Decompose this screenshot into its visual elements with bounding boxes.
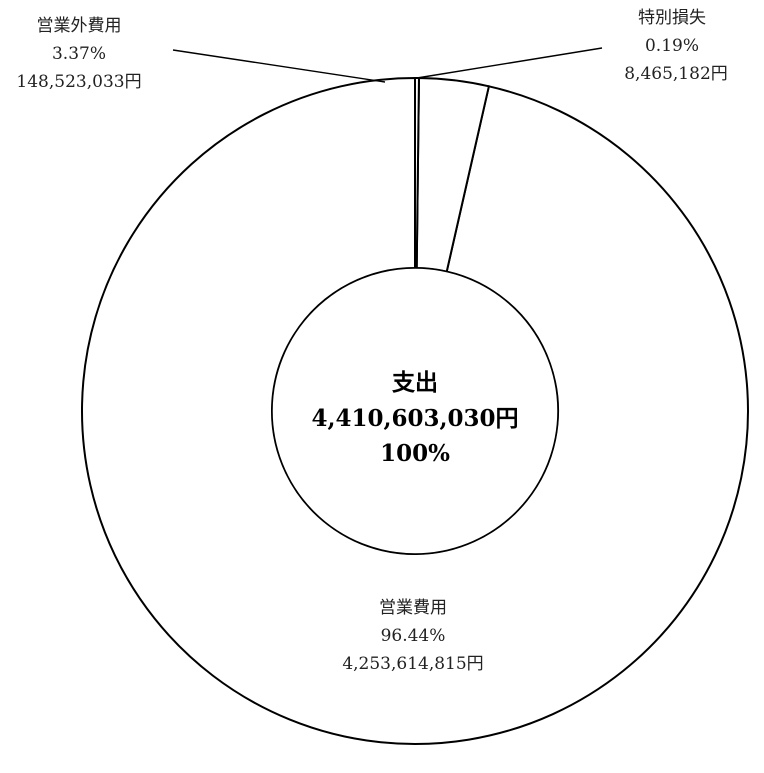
center-title: 支出	[391, 369, 438, 396]
slice-label-percent-特別損失: 0.19%	[645, 36, 699, 56]
slice-label-name-営業費用: 営業費用	[379, 598, 447, 618]
center-percent: 100%	[380, 440, 450, 467]
slice-label-value-営業費用: 4,253,614,815円	[342, 654, 483, 674]
slice-label-percent-営業外費用: 3.37%	[52, 44, 106, 64]
leader-line-営業外費用	[172, 49, 386, 83]
leader-lines	[172, 47, 603, 83]
slice-label-value-営業外費用: 148,523,033円	[16, 72, 141, 92]
slice-label-name-特別損失: 特別損失	[638, 8, 706, 28]
leader-line-特別損失	[416, 47, 603, 79]
slice-label-value-特別損失: 8,465,182円	[624, 64, 728, 84]
slice-label-name-営業外費用: 営業外費用	[37, 16, 122, 36]
center-total: 4,410,603,030円	[311, 405, 518, 432]
donut-hole	[271, 267, 559, 555]
slice-label-percent-営業費用: 96.44%	[381, 626, 446, 646]
